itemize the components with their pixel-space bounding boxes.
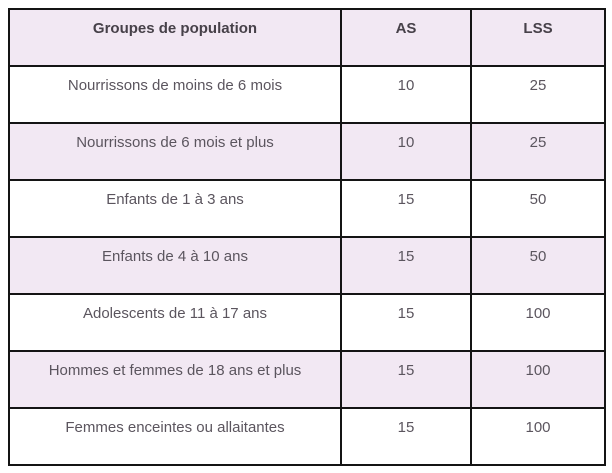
- as-cell: 15: [340, 407, 472, 466]
- table-row: Nourrissons de moins de 6 mois 10 25: [8, 65, 606, 124]
- lss-cell: 25: [470, 65, 606, 124]
- lss-cell: 100: [470, 293, 606, 352]
- as-cell: 15: [340, 350, 472, 409]
- lss-cell: 25: [470, 122, 606, 181]
- table-row: Hommes et femmes de 18 ans et plus 15 10…: [8, 350, 606, 409]
- lss-cell: 100: [470, 350, 606, 409]
- group-cell: Femmes enceintes ou allaitantes: [8, 407, 342, 466]
- group-cell: Enfants de 4 à 10 ans: [8, 236, 342, 295]
- table-row: Enfants de 4 à 10 ans 15 50: [8, 236, 606, 295]
- as-cell: 10: [340, 122, 472, 181]
- as-cell: 15: [340, 236, 472, 295]
- population-table: Groupes de population AS LSS Nourrissons…: [8, 8, 606, 466]
- group-cell: Nourrissons de moins de 6 mois: [8, 65, 342, 124]
- lss-cell: 50: [470, 236, 606, 295]
- header-cell-as: AS: [340, 8, 472, 67]
- lss-cell: 100: [470, 407, 606, 466]
- as-cell: 15: [340, 179, 472, 238]
- lss-cell: 50: [470, 179, 606, 238]
- group-cell: Adolescents de 11 à 17 ans: [8, 293, 342, 352]
- header-cell-lss: LSS: [470, 8, 606, 67]
- group-cell: Hommes et femmes de 18 ans et plus: [8, 350, 342, 409]
- as-cell: 10: [340, 65, 472, 124]
- table-header-row: Groupes de population AS LSS: [8, 8, 606, 67]
- group-cell: Nourrissons de 6 mois et plus: [8, 122, 342, 181]
- table-row: Enfants de 1 à 3 ans 15 50: [8, 179, 606, 238]
- group-cell: Enfants de 1 à 3 ans: [8, 179, 342, 238]
- table-row: Femmes enceintes ou allaitantes 15 100: [8, 407, 606, 466]
- as-cell: 15: [340, 293, 472, 352]
- table-row: Adolescents de 11 à 17 ans 15 100: [8, 293, 606, 352]
- header-cell-groupes-de-population: Groupes de population: [8, 8, 342, 67]
- table-row: Nourrissons de 6 mois et plus 10 25: [8, 122, 606, 181]
